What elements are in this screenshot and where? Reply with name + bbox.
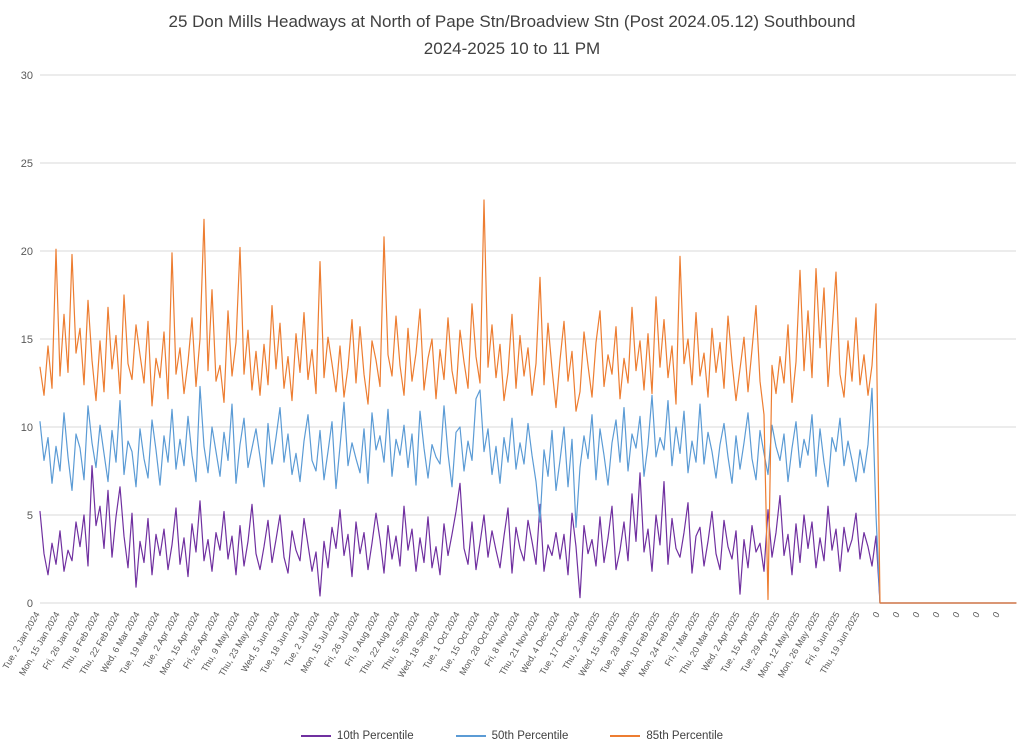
y-axis-tick-labels: 0 5 10 15 20 25 30	[21, 70, 33, 610]
x-axis-tick-label: 0	[951, 610, 962, 619]
x-axis-tick-label: 0	[911, 610, 922, 619]
legend-item-50th-percentile: 50th Percentile	[455, 730, 569, 742]
y-axis-tick-label: 5	[27, 510, 33, 522]
y-axis-tick-label: 10	[21, 422, 33, 434]
series-line-50th-percentile	[39, 385, 1017, 604]
y-axis-tick-label: 30	[21, 70, 33, 82]
legend-item-85th-percentile: 85th Percentile	[610, 730, 723, 742]
legend-label-10th: 10th Percentile	[336, 730, 414, 742]
x-axis-tick-label: 0	[991, 610, 1002, 619]
legend-line-swatch-85th	[610, 735, 641, 737]
legend-line-swatch-10th	[300, 735, 331, 737]
legend-item-10th-percentile: 10th Percentile	[300, 730, 414, 742]
chart-title-line1: 25 Don Mills Headways at North of Pape S…	[168, 12, 856, 31]
y-axis-tick-label: 25	[21, 158, 33, 170]
x-axis-tick-label: 0	[931, 610, 942, 619]
series-line-85th-percentile	[39, 199, 1017, 604]
legend-label-50th: 50th Percentile	[491, 730, 569, 742]
x-axis-tick-label: 0	[871, 610, 882, 619]
y-axis-tick-label: 0	[27, 598, 33, 610]
legend-label-85th: 85th Percentile	[646, 730, 724, 742]
legend-line-swatch-50th	[455, 735, 486, 737]
series-line-10th-percentile	[39, 465, 1017, 604]
chart-title: 25 Don Mills Headways at North of Pape S…	[0, 8, 1024, 62]
y-axis-tick-label: 20	[21, 246, 33, 258]
chart-legend: 10th Percentile 50th Percentile 85th Per…	[0, 730, 1024, 742]
y-axis-tick-label: 15	[21, 334, 33, 346]
x-axis-tick-label: 0	[891, 610, 902, 619]
x-axis-tick-label: 0	[971, 610, 982, 619]
chart-title-line2: 2024-2025 10 to 11 PM	[423, 39, 601, 59]
